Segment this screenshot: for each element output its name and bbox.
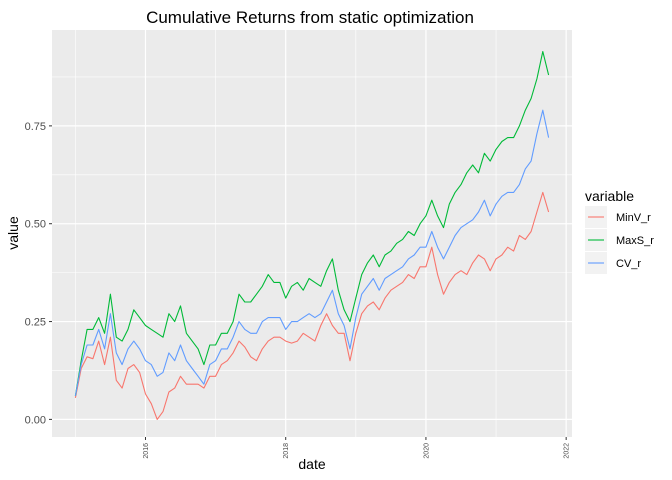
series-line-minv-r (74, 191, 550, 420)
x-tick-label: 2018 (283, 443, 290, 459)
plot-panel (52, 30, 572, 437)
legend: variable MinV_r MaxS_r CV_r (585, 188, 654, 274)
minor-gridlines (52, 30, 572, 437)
x-axis-ticks: 2016 2018 2020 2022 (143, 437, 571, 459)
series-line-cv-r (74, 109, 550, 397)
legend-label: MaxS_r (616, 235, 654, 247)
legend-label: MinV_r (616, 212, 651, 224)
legend-title: variable (585, 188, 634, 204)
y-tick-label: 0.25 (25, 317, 46, 329)
series-lines (74, 50, 550, 420)
x-tick-label: 2016 (143, 443, 150, 459)
x-axis-title: date (298, 456, 325, 472)
x-tick-label: 2022 (564, 443, 571, 459)
y-tick-label: 0.00 (25, 414, 46, 426)
chart-title: Cumulative Returns from static optimizat… (146, 8, 474, 27)
y-tick-label: 0.75 (25, 121, 46, 133)
y-tick-label: 0.50 (25, 219, 46, 231)
y-axis-title: value (5, 216, 21, 250)
legend-label: CV_r (616, 258, 641, 270)
y-axis-ticks: 0.00 0.25 0.50 0.75 (25, 121, 52, 426)
major-gridlines (52, 30, 572, 437)
x-tick-label: 2020 (423, 443, 430, 459)
series-line-maxs-r (74, 50, 550, 396)
